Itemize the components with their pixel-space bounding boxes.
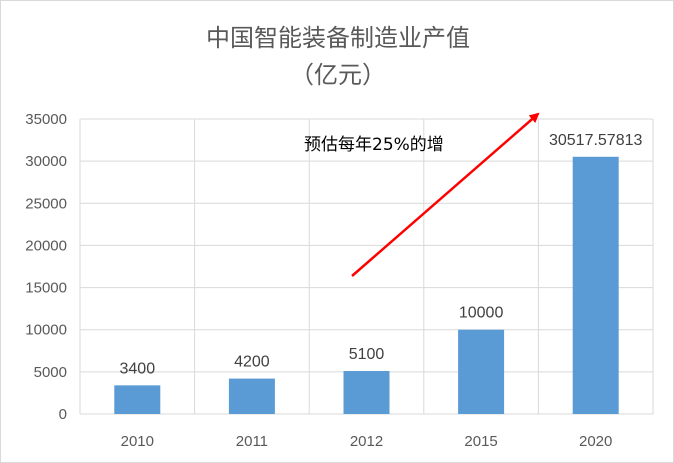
gridlines <box>79 118 654 415</box>
x-tick-label-2015: 2015 <box>464 433 497 450</box>
x-tick-label-2011: 2011 <box>236 433 268 450</box>
y-tick-label-15000: 15000 <box>25 280 67 297</box>
data-label-2012: 5100 <box>349 346 385 363</box>
growth-annotation: 预估每年25%的增 <box>304 135 444 155</box>
data-label-2020: 30517.57813 <box>549 132 643 149</box>
x-tick-label-2012: 2012 <box>350 433 383 450</box>
x-tick-label-2010: 2010 <box>121 433 154 450</box>
y-tick-label-20000: 20000 <box>25 237 67 254</box>
data-label-2015: 10000 <box>459 305 504 322</box>
chart-title: 中国智能装备制造业产值 <box>206 24 470 52</box>
data-label-2011: 4200 <box>234 354 270 371</box>
bar-2010 <box>114 385 161 414</box>
data-label-2010: 3400 <box>120 360 156 377</box>
y-tick-label-30000: 30000 <box>25 153 67 170</box>
x-tick-label-2020: 2020 <box>579 433 612 450</box>
y-tick-label-0: 0 <box>59 406 67 423</box>
y-axis-ticks: 0 5000 10000 15000 20000 25000 30000 35000 <box>25 111 67 423</box>
y-tick-label-10000: 10000 <box>25 322 67 339</box>
chart-subtitle: （亿元） <box>290 61 386 89</box>
x-axis-ticks: 2010 2011 2012 2015 2020 <box>121 433 613 450</box>
y-tick-label-35000: 35000 <box>25 111 67 128</box>
y-tick-label-25000: 25000 <box>25 195 67 212</box>
bar-2020 <box>572 156 619 415</box>
y-tick-label-5000: 5000 <box>34 364 67 381</box>
bar-2011 <box>228 378 275 414</box>
data-labels: 3400 4200 5100 10000 30517.57813 <box>120 132 643 378</box>
trend-arrow <box>351 112 540 277</box>
bar-2015 <box>458 329 505 414</box>
bar-2012 <box>343 371 390 414</box>
bars <box>114 156 619 415</box>
